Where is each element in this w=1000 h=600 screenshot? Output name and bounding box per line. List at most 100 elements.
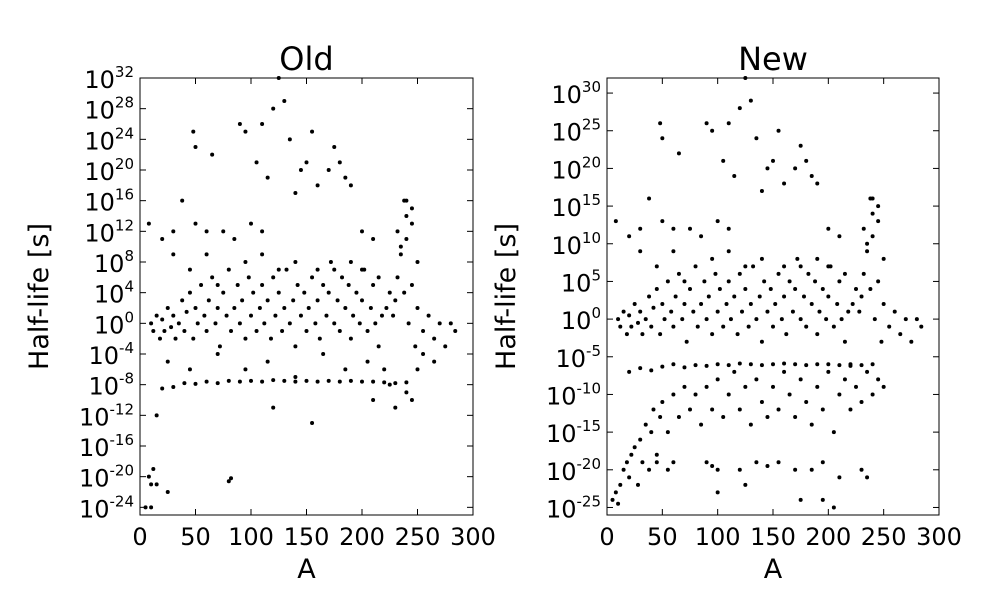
data-point xyxy=(743,482,748,487)
data-point xyxy=(848,362,853,367)
y-tick-label: 105 xyxy=(561,266,601,297)
data-point xyxy=(348,378,353,383)
data-point xyxy=(415,306,420,310)
data-point xyxy=(771,324,775,329)
data-point xyxy=(395,275,400,280)
y-tick-label: 10-16 xyxy=(79,431,134,462)
data-point xyxy=(224,313,229,318)
data-point xyxy=(360,298,364,303)
data-point xyxy=(154,313,159,318)
data-point xyxy=(324,313,329,318)
data-point xyxy=(293,260,298,264)
data-point xyxy=(680,317,685,322)
data-point xyxy=(809,422,814,427)
data-point xyxy=(306,306,311,310)
data-point xyxy=(724,302,729,307)
data-point xyxy=(682,384,687,389)
data-point xyxy=(859,294,864,299)
data-point xyxy=(782,264,787,269)
data-point xyxy=(348,260,353,264)
data-point xyxy=(643,317,648,322)
data-point xyxy=(182,329,187,333)
data-point xyxy=(313,321,318,326)
data-point xyxy=(618,482,623,487)
data-point xyxy=(206,298,211,303)
data-point xyxy=(335,298,340,303)
data-point xyxy=(870,234,875,239)
data-point xyxy=(726,279,731,284)
data-point xyxy=(157,336,162,341)
data-point xyxy=(613,490,618,495)
data-point xyxy=(654,264,659,269)
x-tick-label: 200 xyxy=(339,523,385,551)
data-point xyxy=(837,279,842,284)
y-tick-label: 108 xyxy=(94,247,134,278)
data-point xyxy=(865,369,870,374)
data-point xyxy=(654,286,659,291)
data-point xyxy=(202,313,207,318)
data-point xyxy=(914,317,919,322)
data-point xyxy=(368,306,373,310)
x-tick-label: 250 xyxy=(395,523,441,551)
x-tick-label: 0 xyxy=(599,523,614,551)
data-point xyxy=(413,344,418,349)
ticks-new: 0 50 100 150 200 250 300 1030 1025 1020 1015 1010 10… xyxy=(546,78,962,551)
y-tick-label: 10-8 xyxy=(88,370,134,401)
data-point xyxy=(754,317,759,322)
data-point xyxy=(881,302,886,307)
data-point xyxy=(360,267,364,272)
data-point xyxy=(249,313,253,318)
data-point xyxy=(193,381,198,386)
y-tick-label: 1010 xyxy=(551,229,601,260)
data-point xyxy=(249,221,253,226)
x-tick-label: 200 xyxy=(805,523,851,551)
data-point xyxy=(169,325,174,330)
data-point xyxy=(340,275,345,280)
data-point xyxy=(638,249,643,254)
data-point xyxy=(210,275,215,280)
data-point xyxy=(243,260,248,264)
data-point xyxy=(315,183,320,188)
data-point xyxy=(232,306,237,310)
data-point xyxy=(293,191,298,195)
data-point xyxy=(315,267,320,272)
data-point xyxy=(831,324,836,329)
data-point xyxy=(704,363,709,368)
x-tick-label: 250 xyxy=(861,523,907,551)
panel-old: Old A Half-life [s] 0 50 100 150 200 250 300 10… xyxy=(24,40,496,585)
data-point xyxy=(837,234,842,239)
data-point xyxy=(382,367,387,372)
data-point xyxy=(271,106,276,111)
data-point xyxy=(226,378,231,383)
data-point xyxy=(798,264,803,269)
data-point xyxy=(771,158,775,163)
data-point xyxy=(365,359,370,364)
data-point xyxy=(165,490,170,494)
data-point xyxy=(782,361,787,366)
data-point xyxy=(346,283,351,287)
data-point xyxy=(298,313,303,318)
y-tick-label: 10-24 xyxy=(79,492,134,523)
data-point xyxy=(868,286,873,291)
data-point xyxy=(215,381,220,386)
data-point xyxy=(343,306,348,310)
data-point xyxy=(710,407,715,412)
data-point xyxy=(280,329,285,333)
data-point xyxy=(754,136,759,141)
data-point xyxy=(282,378,287,383)
data-point xyxy=(635,320,640,325)
y-tick-label: 10-20 xyxy=(79,462,134,493)
data-point xyxy=(235,283,240,287)
data-point xyxy=(704,384,709,389)
data-point xyxy=(432,336,437,341)
data-point xyxy=(795,256,800,261)
data-point xyxy=(693,264,698,269)
data-point xyxy=(787,279,792,284)
data-point xyxy=(737,361,742,366)
data-point xyxy=(409,206,414,211)
data-point xyxy=(221,229,226,234)
y-tick-label: 1012 xyxy=(84,216,134,247)
data-point xyxy=(751,264,756,269)
data-point xyxy=(870,196,875,201)
data-point xyxy=(872,317,877,322)
